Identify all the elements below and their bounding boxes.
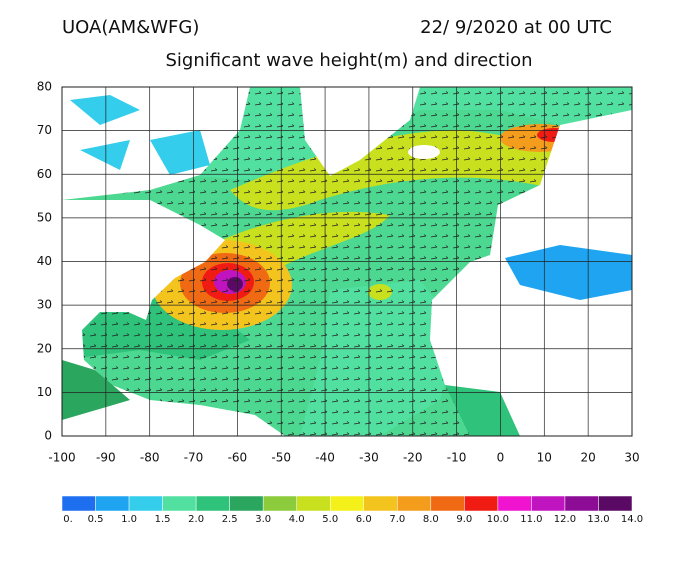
colorbar-label: 12.0 [554, 514, 576, 525]
colorbar-label: 9.0 [456, 514, 472, 525]
colorbar-swatch [262, 495, 297, 512]
colorbar-swatch [464, 495, 499, 512]
lon-tick-label: -50 [271, 451, 291, 465]
lon-tick-label: -90 [96, 451, 116, 465]
lat-tick-label: 10 [37, 385, 52, 399]
colorbar-swatch [363, 495, 398, 512]
lat-tick-label: 80 [37, 80, 52, 94]
lon-tick-label: -20 [403, 451, 423, 465]
colorbar-label: 11.0 [520, 514, 542, 525]
lat-tick-label: 60 [37, 167, 52, 181]
lon-tick-label: 10 [537, 451, 552, 465]
lon-tick-label: 20 [581, 451, 596, 465]
colorbar-label: 0.5 [88, 514, 104, 525]
lat-tick-label: 70 [37, 123, 52, 137]
colorbar-swatch [397, 495, 432, 512]
lat-tick-label: 20 [37, 341, 52, 355]
map-title: Significant wave height(m) and direction [165, 50, 532, 71]
colorbar-swatch [195, 495, 230, 512]
lon-tick-label: -40 [315, 451, 335, 465]
colorbar-label: 13.0 [587, 514, 609, 525]
colorbar-label: 2.5 [222, 514, 238, 525]
colorbar-swatch [95, 495, 130, 512]
lon-tick-label: -30 [359, 451, 379, 465]
colorbar-label: 2.0 [188, 514, 204, 525]
colorbar-swatch [229, 495, 264, 512]
lon-tick-label: -70 [184, 451, 204, 465]
lat-tick-label: 40 [37, 254, 52, 268]
colorbar-label: 8.0 [423, 514, 439, 525]
lon-tick-label: -60 [228, 451, 248, 465]
lon-tick-label: -80 [140, 451, 160, 465]
lon-tick-label: -10 [447, 451, 467, 465]
lon-tick-label: -100 [48, 451, 75, 465]
colorbar-label: 7.0 [389, 514, 405, 525]
colorbar-swatch [329, 495, 365, 512]
colorbar-swatch [598, 495, 633, 512]
colorbar-swatch [128, 495, 163, 512]
colorbar-label: 6.0 [356, 514, 372, 525]
header-left: UOA(AM&WFG) [62, 17, 199, 38]
colorbar-label: 1.5 [155, 514, 171, 525]
lat-tick-label: 0 [44, 429, 52, 443]
lon-tick-label: 30 [624, 451, 639, 465]
lat-tick-label: 50 [37, 210, 52, 224]
lat-tick-label: 30 [37, 298, 52, 312]
colorbar-label: 4.0 [289, 514, 305, 525]
colorbar-swatch [531, 495, 566, 512]
colorbar-swatch [430, 495, 465, 512]
colorbar-swatch [497, 495, 532, 512]
colorbar-swatch [61, 495, 96, 512]
colorbar-label: 3.0 [255, 514, 271, 525]
colorbar-swatch [162, 495, 197, 512]
colorbar-swatch [296, 495, 331, 512]
header-date: 22/ 9/2020 at 00 UTC [420, 17, 612, 38]
lon-tick-label: 0 [497, 451, 505, 465]
colorbar-label: 14.0 [621, 514, 643, 525]
colorbar-swatch [564, 495, 599, 512]
colorbar-label: 10.0 [487, 514, 509, 525]
colorbar-label: 1.0 [121, 514, 137, 525]
colorbar-label: 5.0 [322, 514, 338, 525]
colorbar-label: 0. [63, 514, 73, 525]
